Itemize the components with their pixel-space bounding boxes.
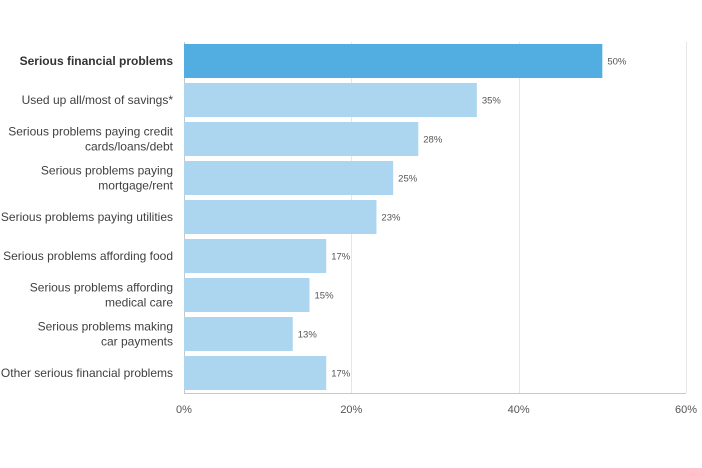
value-labels: 50% 35% 28% 25% 23% 17% 15% 13% 17% <box>298 57 627 380</box>
value-label: 50% <box>607 57 627 68</box>
value-label: 17% <box>331 252 351 263</box>
value-label: 13% <box>298 330 318 341</box>
category-label: Other serious financial problems <box>1 366 173 380</box>
value-label: 15% <box>315 291 335 302</box>
bar <box>184 83 477 117</box>
category-label: Serious financial problems <box>20 54 174 68</box>
value-label: 35% <box>482 96 502 107</box>
value-label: 28% <box>423 135 443 146</box>
category-labels: Serious financial problems Used up all/mo… <box>1 54 174 380</box>
value-label: 25% <box>398 174 418 185</box>
bar <box>184 356 327 390</box>
bar <box>184 278 310 312</box>
bar <box>184 239 327 273</box>
category-label: Serious problems affording medical care <box>30 281 174 310</box>
bar <box>184 122 419 156</box>
bar <box>184 161 394 195</box>
bars <box>184 44 603 390</box>
value-label: 17% <box>331 369 351 380</box>
category-label: Serious problems paying mortgage/rent <box>41 164 174 193</box>
bar <box>184 200 377 234</box>
category-label: Serious problems affording food <box>3 249 173 263</box>
x-tick-label: 20% <box>340 404 362 416</box>
category-label: Serious problems making car payments <box>38 320 173 349</box>
x-tick-label: 0% <box>176 404 192 416</box>
category-label: Serious problems paying utilities <box>1 210 173 224</box>
x-tick-label: 60% <box>675 404 697 416</box>
x-tick-label: 40% <box>508 404 530 416</box>
x-axis-ticks: 0% 20% 40% 60% <box>176 404 697 416</box>
bar <box>184 44 603 78</box>
bar <box>184 317 293 351</box>
category-label: Used up all/most of savings* <box>22 93 174 107</box>
category-label: Serious problems paying credit cards/loan… <box>8 125 173 154</box>
value-label: 23% <box>381 213 401 224</box>
